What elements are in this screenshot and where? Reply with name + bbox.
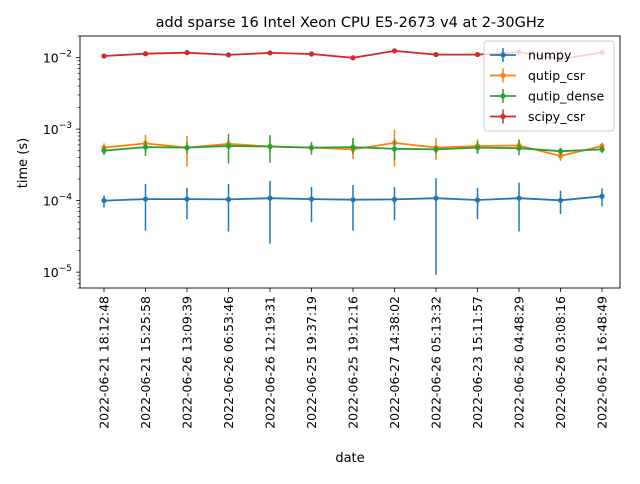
- legend-label: scipy_csr: [528, 109, 586, 124]
- data-point: [474, 197, 481, 203]
- data-point: [225, 196, 232, 202]
- data-point: [225, 143, 232, 149]
- x-tick-label: 2022-06-26 12:19:31: [263, 296, 278, 429]
- data-point: [557, 197, 564, 203]
- x-tick-label: 2022-06-25 19:37:19: [304, 296, 319, 429]
- data-point: [267, 195, 273, 201]
- legend-label: qutip_dense: [528, 89, 604, 104]
- y-tick-label: 10−5: [43, 264, 72, 280]
- y-tick-label: 10−4: [43, 193, 72, 209]
- data-point: [391, 48, 398, 54]
- x-tick-label: 2022-06-26 05:13:32: [429, 296, 444, 429]
- data-point: [433, 146, 439, 152]
- data-point: [391, 146, 398, 152]
- y-tick-label: 10−3: [43, 121, 72, 137]
- data-point: [142, 51, 149, 57]
- data-point: [350, 197, 356, 203]
- data-point: [599, 193, 605, 199]
- data-point: [101, 53, 107, 59]
- legend-marker: [500, 113, 506, 120]
- chart-title: add sparse 16 Intel Xeon CPU E5-2673 v4 …: [156, 15, 545, 31]
- x-tick-label: 2022-06-26 06:53:46: [221, 296, 236, 429]
- data-point: [350, 55, 356, 61]
- legend: numpy qutip_csr qutip_dense scipy_csr: [483, 40, 615, 132]
- data-point: [184, 196, 190, 202]
- data-point: [516, 195, 522, 201]
- data-point: [101, 197, 107, 204]
- x-tick-label: 2022-06-23 15:11:57: [470, 296, 485, 429]
- legend-marker: [500, 52, 506, 58]
- series-qutip_dense: [101, 134, 605, 164]
- legend-marker: [500, 72, 506, 79]
- data-point: [474, 145, 481, 151]
- data-point: [267, 143, 273, 150]
- legend-label: numpy: [528, 48, 572, 63]
- x-tick-label: 2022-06-21 15:25:58: [138, 296, 153, 429]
- data-point: [184, 145, 190, 151]
- x-tick-label: 2022-06-26 13:09:39: [180, 296, 195, 429]
- data-point: [225, 52, 232, 58]
- data-point: [308, 196, 315, 202]
- legend-marker: [500, 93, 506, 99]
- data-point: [101, 147, 107, 154]
- legend-label: qutip_csr: [528, 68, 586, 83]
- data-point: [557, 148, 564, 154]
- data-point: [142, 144, 149, 150]
- legend-box: [483, 40, 615, 132]
- data-point: [267, 50, 273, 56]
- data-point: [516, 145, 522, 151]
- data-point: [391, 196, 398, 202]
- data-point: [308, 51, 315, 57]
- data-point: [557, 153, 564, 159]
- x-tick-label: 2022-06-25 19:12:16: [346, 296, 361, 429]
- y-tick-label: 10−2: [43, 50, 72, 66]
- x-tick-label: 2022-06-26 03:08:16: [553, 296, 568, 429]
- data-point: [433, 51, 439, 58]
- x-tick-label: 2022-06-27 14:38:02: [387, 296, 402, 429]
- plot-area: 10−5 10−4 10−3 10−2 2022-06-21 18:12:48 2022-…: [43, 35, 621, 429]
- data-point: [350, 144, 356, 150]
- data-point: [474, 51, 481, 58]
- x-tick-label: 2022-06-21 18:12:48: [97, 296, 112, 429]
- data-point: [142, 196, 149, 202]
- x-axis-label: date: [335, 451, 364, 466]
- x-tick-label: 2022-06-21 16:48:49: [595, 296, 610, 429]
- plot-frame: [79, 35, 621, 289]
- data-point: [308, 145, 315, 151]
- data-point: [433, 195, 439, 201]
- data-point: [184, 50, 190, 56]
- y-axis-label: time (s): [16, 138, 31, 188]
- series-numpy: [101, 178, 605, 275]
- x-tick-label: 2022-06-26 04:48:29: [512, 296, 527, 429]
- data-point: [599, 146, 605, 152]
